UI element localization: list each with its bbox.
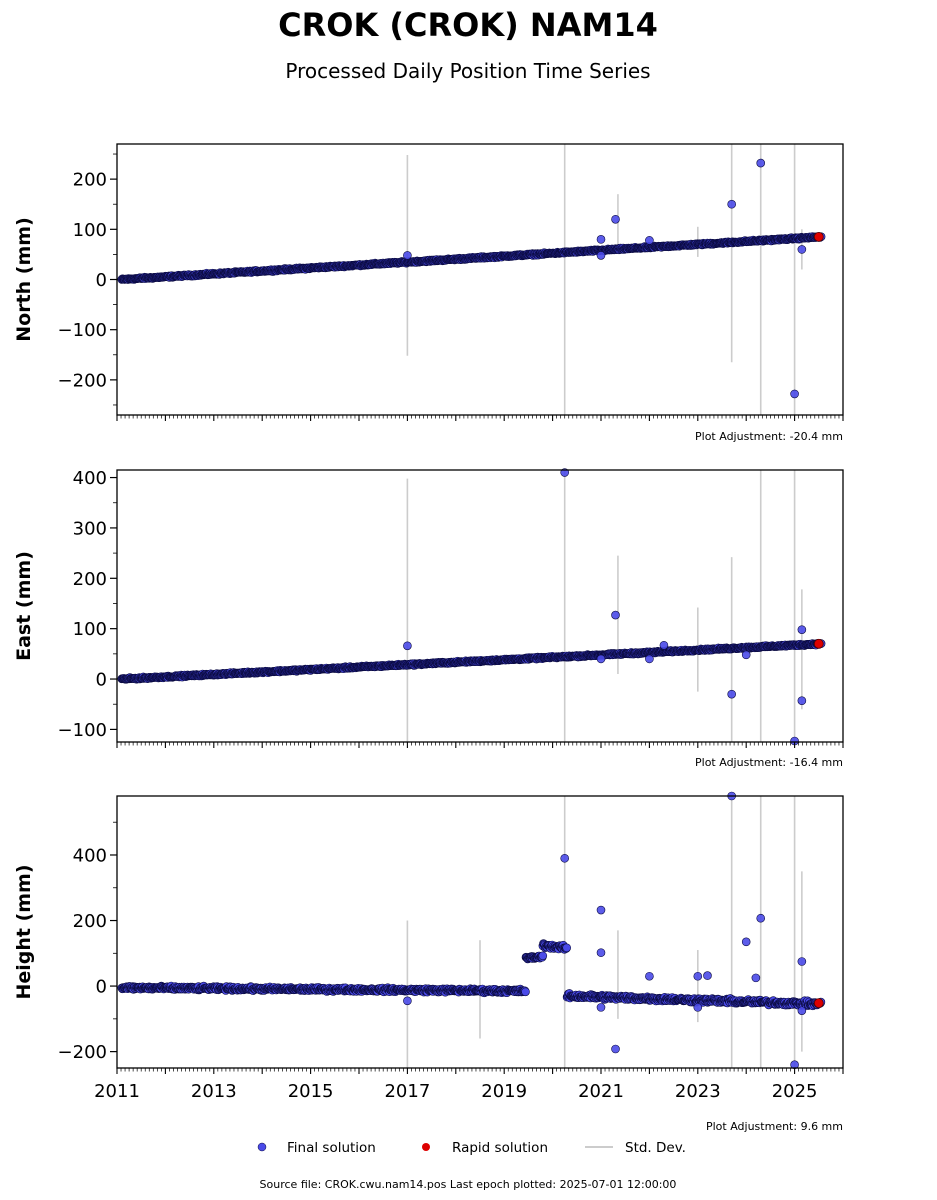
- height-outlier-point: [741, 937, 751, 947]
- north-outlier-point: [596, 251, 606, 260]
- height-outlier-point: [596, 905, 606, 915]
- x-tick-label: 2025: [772, 1081, 818, 1102]
- height-outlier-point: [756, 913, 766, 923]
- east-y-tick-label: 400: [73, 468, 107, 489]
- east-outlier-point: [611, 610, 620, 620]
- height-outlier-point: [403, 996, 412, 1006]
- north-rapid-point: [813, 231, 824, 242]
- x-tick-label: 2023: [675, 1081, 721, 1102]
- height-outlier-point: [693, 971, 703, 981]
- source-footer: Source file: CROK.cwu.nam14.pos Last epo…: [260, 1178, 677, 1191]
- height-rapid-point: [813, 998, 824, 1009]
- height-outlier-point: [645, 971, 654, 981]
- height-point: [538, 951, 548, 961]
- height-y-tick-label: 200: [73, 911, 107, 932]
- chart-title: CROK (CROK) NAM14: [278, 6, 658, 44]
- east-y-tick-label: 300: [73, 518, 107, 539]
- north-plot-adjustment: Plot Adjustment: -20.4 mm: [695, 430, 843, 443]
- north-y-tick-label: −200: [58, 370, 107, 391]
- north-y-tick-label: −100: [58, 320, 107, 341]
- x-tick-label: 2013: [191, 1081, 237, 1102]
- east-final-points: [117, 468, 826, 746]
- east-outlier-point: [645, 654, 654, 664]
- east-outlier-point: [727, 689, 736, 699]
- north-outlier-point: [756, 158, 766, 168]
- height-outlier-point: [596, 1003, 606, 1012]
- panel-east: 400 300 200 100 0 −100 East (mm) Plot Adjustmen…: [13, 468, 844, 769]
- east-outlier-point: [797, 625, 807, 634]
- east-y-tick-label: 0: [96, 670, 107, 691]
- legend-rapid-marker: [422, 1143, 430, 1151]
- height-y-tick-label: 400: [73, 845, 107, 866]
- north-outlier-point: [611, 214, 620, 224]
- height-x-axis: 2011 2013 2015 2017 2019 2021 2023 2025: [94, 1068, 844, 1102]
- north-y-tick-label: 0: [96, 270, 107, 291]
- north-y-tick-label: 200: [73, 170, 107, 191]
- height-outlier-point: [703, 971, 712, 980]
- panel-north: 200 100 0 −100 −200 North (mm) Plot Adjustment…: [13, 143, 844, 443]
- legend: Final solution Rapid solution Std. Dev.: [257, 1140, 686, 1156]
- panels: 200 100 0 −100 −200 North (mm) Plot Adjustment…: [13, 143, 844, 1133]
- height-outlier-point: [797, 1006, 807, 1015]
- east-axes-frame: [116, 469, 844, 743]
- height-outlier-point: [693, 1003, 703, 1012]
- east-outlier-point: [403, 641, 412, 651]
- east-outlier-point: [741, 650, 751, 660]
- east-y-axis-label: East (mm): [13, 551, 35, 661]
- height-plot-adjustment: Plot Adjustment: 9.6 mm: [706, 1120, 843, 1133]
- legend-final-marker: [257, 1142, 267, 1152]
- north-axes-frame: [116, 143, 844, 416]
- north-x-axis: [116, 415, 844, 421]
- x-tick-label: 2015: [288, 1081, 334, 1102]
- north-y-axis: 200 100 0 −100 −200: [58, 153, 117, 406]
- north-y-tick-label: 100: [73, 220, 107, 241]
- x-tick-label: 2021: [578, 1081, 624, 1102]
- north-final-points: [117, 158, 826, 399]
- north-outlier-point: [727, 199, 736, 209]
- height-y-axis-label: Height (mm): [13, 864, 35, 999]
- east-outlier-point: [797, 696, 807, 705]
- legend-rapid-label: Rapid solution: [452, 1140, 548, 1156]
- height-outlier-point: [611, 1044, 620, 1054]
- height-y-tick-label: −200: [58, 1042, 107, 1063]
- legend-final-label: Final solution: [287, 1140, 376, 1156]
- height-point: [562, 943, 572, 953]
- east-x-axis: [116, 742, 844, 748]
- height-outlier-point: [596, 948, 606, 957]
- height-y-tick-label: 0: [96, 977, 107, 998]
- north-outlier-point: [797, 245, 807, 254]
- x-tick-label: 2011: [94, 1081, 140, 1102]
- east-rapid-point: [813, 638, 824, 649]
- east-y-tick-label: −100: [58, 720, 107, 741]
- east-y-tick-label: 100: [73, 619, 107, 640]
- height-outlier-point: [560, 853, 570, 863]
- east-plot-adjustment: Plot Adjustment: -16.4 mm: [695, 756, 843, 769]
- height-outlier-point: [797, 957, 807, 966]
- x-tick-label: 2017: [384, 1081, 430, 1102]
- east-y-axis: 400 300 200 100 0 −100: [58, 468, 117, 741]
- height-point: [521, 987, 530, 997]
- chart-subtitle: Processed Daily Position Time Series: [285, 59, 650, 83]
- legend-stddev-label: Std. Dev.: [625, 1140, 686, 1156]
- height-y-axis: 400 200 0 −200: [58, 821, 117, 1063]
- north-outlier-point: [403, 251, 412, 260]
- east-outlier-point: [596, 654, 606, 664]
- north-outlier-point: [790, 389, 799, 399]
- x-tick-label: 2019: [481, 1081, 527, 1102]
- north-y-axis-label: North (mm): [13, 217, 35, 342]
- east-outlier-point: [659, 640, 669, 650]
- height-outlier-point: [751, 973, 761, 983]
- north-outlier-point: [596, 235, 606, 244]
- height-final-points: [117, 791, 826, 1070]
- north-outlier-point: [645, 236, 654, 245]
- east-y-tick-label: 200: [73, 569, 107, 590]
